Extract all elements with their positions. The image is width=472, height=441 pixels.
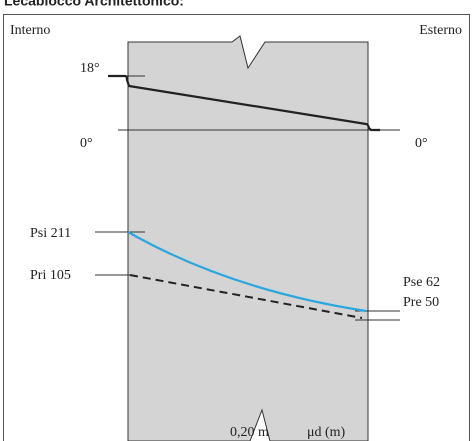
pse-label: Pse 62 [403, 275, 440, 290]
pre-label: Pre 50 [403, 295, 439, 310]
thickness-label: 0,20 m [230, 425, 269, 440]
zero-left-label: 0° [80, 136, 93, 151]
outside-label: Esterno [419, 23, 462, 38]
temperature-line [108, 74, 380, 132]
zero-right-label: 0° [415, 136, 428, 151]
header-title: Lecablocco Architettonico: [4, 0, 184, 9]
frame [3, 14, 470, 441]
temp-inside-label: 18° [80, 61, 100, 76]
wall [127, 35, 369, 441]
pri-label: Pri 105 [30, 268, 71, 283]
mu-d-label: μd (m) [307, 425, 346, 440]
vapor-pressure-saturation [127, 231, 367, 313]
inside-label: Interno [10, 23, 50, 38]
vapor-pressure-real [129, 274, 363, 319]
psi-label: Psi 211 [30, 226, 71, 241]
